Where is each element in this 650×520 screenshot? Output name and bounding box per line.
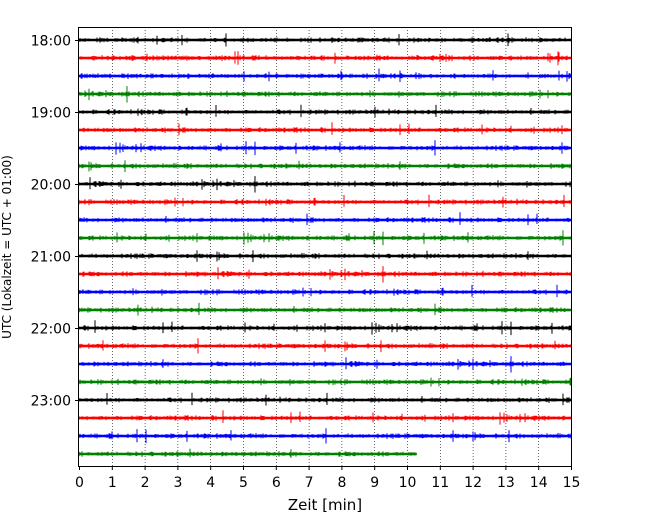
x-tick-label: 10 — [399, 475, 417, 491]
y-axis: 18:00 19:00 20:00 21:00 22:00 23:00 — [31, 34, 79, 410]
x-tick-label: 2 — [141, 475, 150, 491]
x-axis-label: Zeit [min] — [288, 496, 362, 514]
y-tick-label: 21:00 — [31, 250, 71, 266]
x-tick-label: 14 — [530, 475, 548, 491]
y-axis-label: UTC (Lokalzeit = UTC + 01:00) — [0, 155, 14, 339]
x-tick-label: 4 — [206, 475, 215, 491]
x-tick-label: 0 — [75, 475, 84, 491]
x-tick-label: 11 — [431, 475, 449, 491]
y-tick-label: 18:00 — [31, 34, 71, 50]
x-tick-label: 13 — [497, 475, 515, 491]
y-tick-label: 23:00 — [31, 394, 71, 410]
trace-lines — [78, 33, 572, 458]
x-tick-label: 1 — [108, 475, 117, 491]
plot-frame — [78, 27, 572, 467]
x-axis: 0 1 2 3 4 5 6 7 8 9 10 11 12 13 14 15 — [75, 466, 580, 491]
x-tick-label: 8 — [337, 475, 346, 491]
x-tick-label: 9 — [370, 475, 379, 491]
y-tick-label: 22:00 — [31, 322, 71, 338]
x-tick-label: 6 — [272, 475, 281, 491]
x-tick-label: 12 — [464, 475, 482, 491]
x-tick-label: 7 — [305, 475, 314, 491]
vertical-grid — [112, 27, 540, 466]
x-tick-label: 5 — [239, 475, 248, 491]
y-tick-label: 19:00 — [31, 106, 71, 122]
x-tick-label: 3 — [173, 475, 182, 491]
y-tick-label: 20:00 — [31, 178, 71, 194]
x-tick-label: 15 — [563, 475, 581, 491]
